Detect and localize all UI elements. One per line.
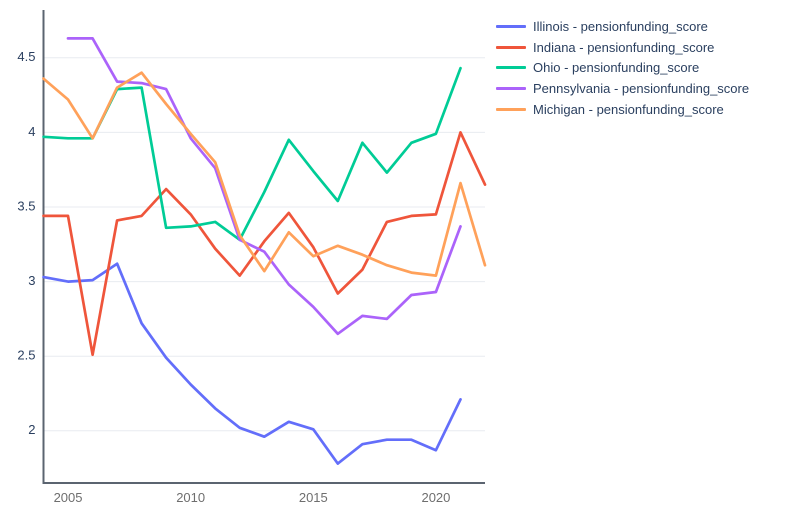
x-tick-label-2005: 2005: [54, 490, 83, 505]
series-line-indiana[interactable]: [42, 131, 487, 357]
series-line-pennsylvania[interactable]: [66, 37, 462, 336]
y-tick-label-3: 3: [28, 273, 35, 288]
legend-item-michigan[interactable]: Michigan - pensionfunding_score: [496, 99, 749, 120]
legend-label-ohio: Ohio - pensionfunding_score: [533, 60, 700, 76]
x-tick-label-2015: 2015: [299, 490, 328, 505]
legend-label-illinois: Illinois - pensionfunding_score: [533, 18, 708, 34]
series-line-michigan[interactable]: [42, 71, 487, 277]
legend-line-swatch-michigan: [496, 108, 526, 112]
legend-item-ohio[interactable]: Ohio - pensionfunding_score: [496, 58, 749, 79]
legend: Illinois - pensionfunding_score Indiana -…: [496, 16, 749, 120]
y-tick-label-2: 2: [28, 422, 35, 437]
series-line-illinois[interactable]: [42, 262, 462, 465]
x-tick-label-2020: 2020: [421, 490, 450, 505]
legend-label-michigan: Michigan - pensionfunding_score: [533, 102, 724, 118]
y-tick-label-4: 4: [28, 124, 35, 139]
y-tick-label-4.5: 4.5: [17, 49, 35, 64]
y-tick-label-3.5: 3.5: [17, 198, 35, 213]
legend-line-swatch-ohio: [496, 66, 526, 70]
legend-line-swatch-indiana: [496, 45, 526, 49]
x-tick-label-2010: 2010: [176, 490, 205, 505]
y-tick-label-2.5: 2.5: [17, 348, 35, 363]
series-line-ohio[interactable]: [42, 66, 462, 242]
legend-item-illinois[interactable]: Illinois - pensionfunding_score: [496, 16, 749, 37]
legend-label-pennsylvania: Pennsylvania - pensionfunding_score: [533, 81, 750, 97]
legend-item-pennsylvania[interactable]: Pennsylvania - pensionfunding_score: [496, 78, 749, 99]
legend-line-swatch-pennsylvania: [496, 87, 526, 91]
legend-label-indiana: Indiana - pensionfunding_score: [533, 39, 715, 55]
legend-line-swatch-illinois: [496, 24, 526, 28]
legend-item-indiana[interactable]: Indiana - pensionfunding_score: [496, 37, 749, 58]
